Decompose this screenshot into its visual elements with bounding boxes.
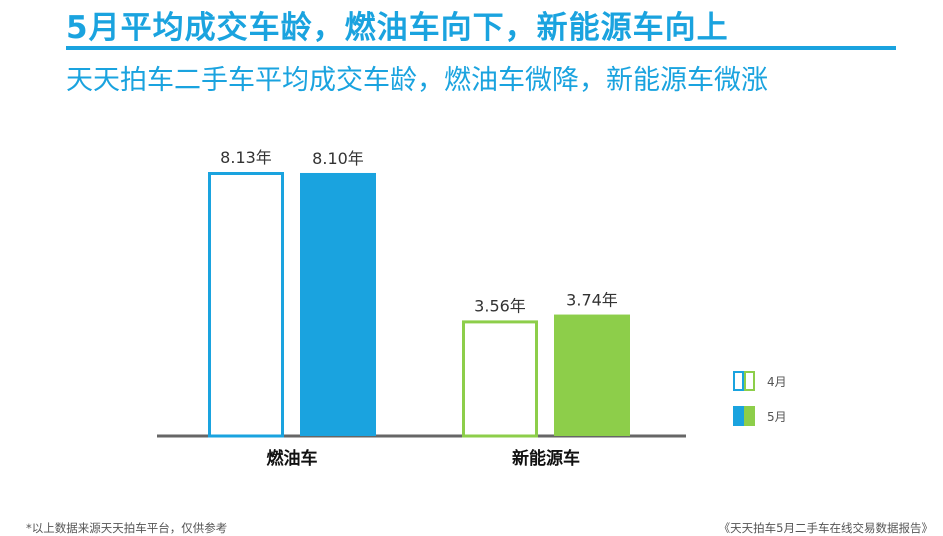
legend-swatch-0-a xyxy=(733,371,744,391)
legend-label-1: 5月 xyxy=(767,410,787,424)
data-label-0-0: 8.13年 xyxy=(220,148,272,167)
title-divider xyxy=(66,46,896,50)
legend-label-0: 4月 xyxy=(767,375,787,389)
legend-swatch-1-a xyxy=(733,406,744,426)
category-label-0: 燃油车 xyxy=(267,448,318,469)
page-title: 5月平均成交车龄，燃油车向下，新能源车向上 xyxy=(66,10,729,46)
data-label-1-0: 3.56年 xyxy=(474,296,526,315)
bar-1-0 xyxy=(462,320,538,438)
data-label-1-1: 3.74年 xyxy=(566,291,618,310)
page-subtitle: 天天拍车二手车平均成交车龄，燃油车微降，新能源车微涨 xyxy=(66,65,768,96)
legend-swatch-1-b xyxy=(744,406,755,426)
bar-0-1 xyxy=(300,172,376,436)
legend-swatch-0-b xyxy=(744,371,755,391)
footnote: *以上数据来源天天拍车平台，仅供参考 xyxy=(26,521,228,535)
bar-0-0 xyxy=(208,172,284,438)
data-label-0-1: 8.10年 xyxy=(312,149,364,168)
bar-1-1 xyxy=(554,314,630,436)
source-note: 《天天拍车5月二手车在线交易数据报告》 xyxy=(718,521,933,535)
category-label-1: 新能源车 xyxy=(512,448,580,469)
